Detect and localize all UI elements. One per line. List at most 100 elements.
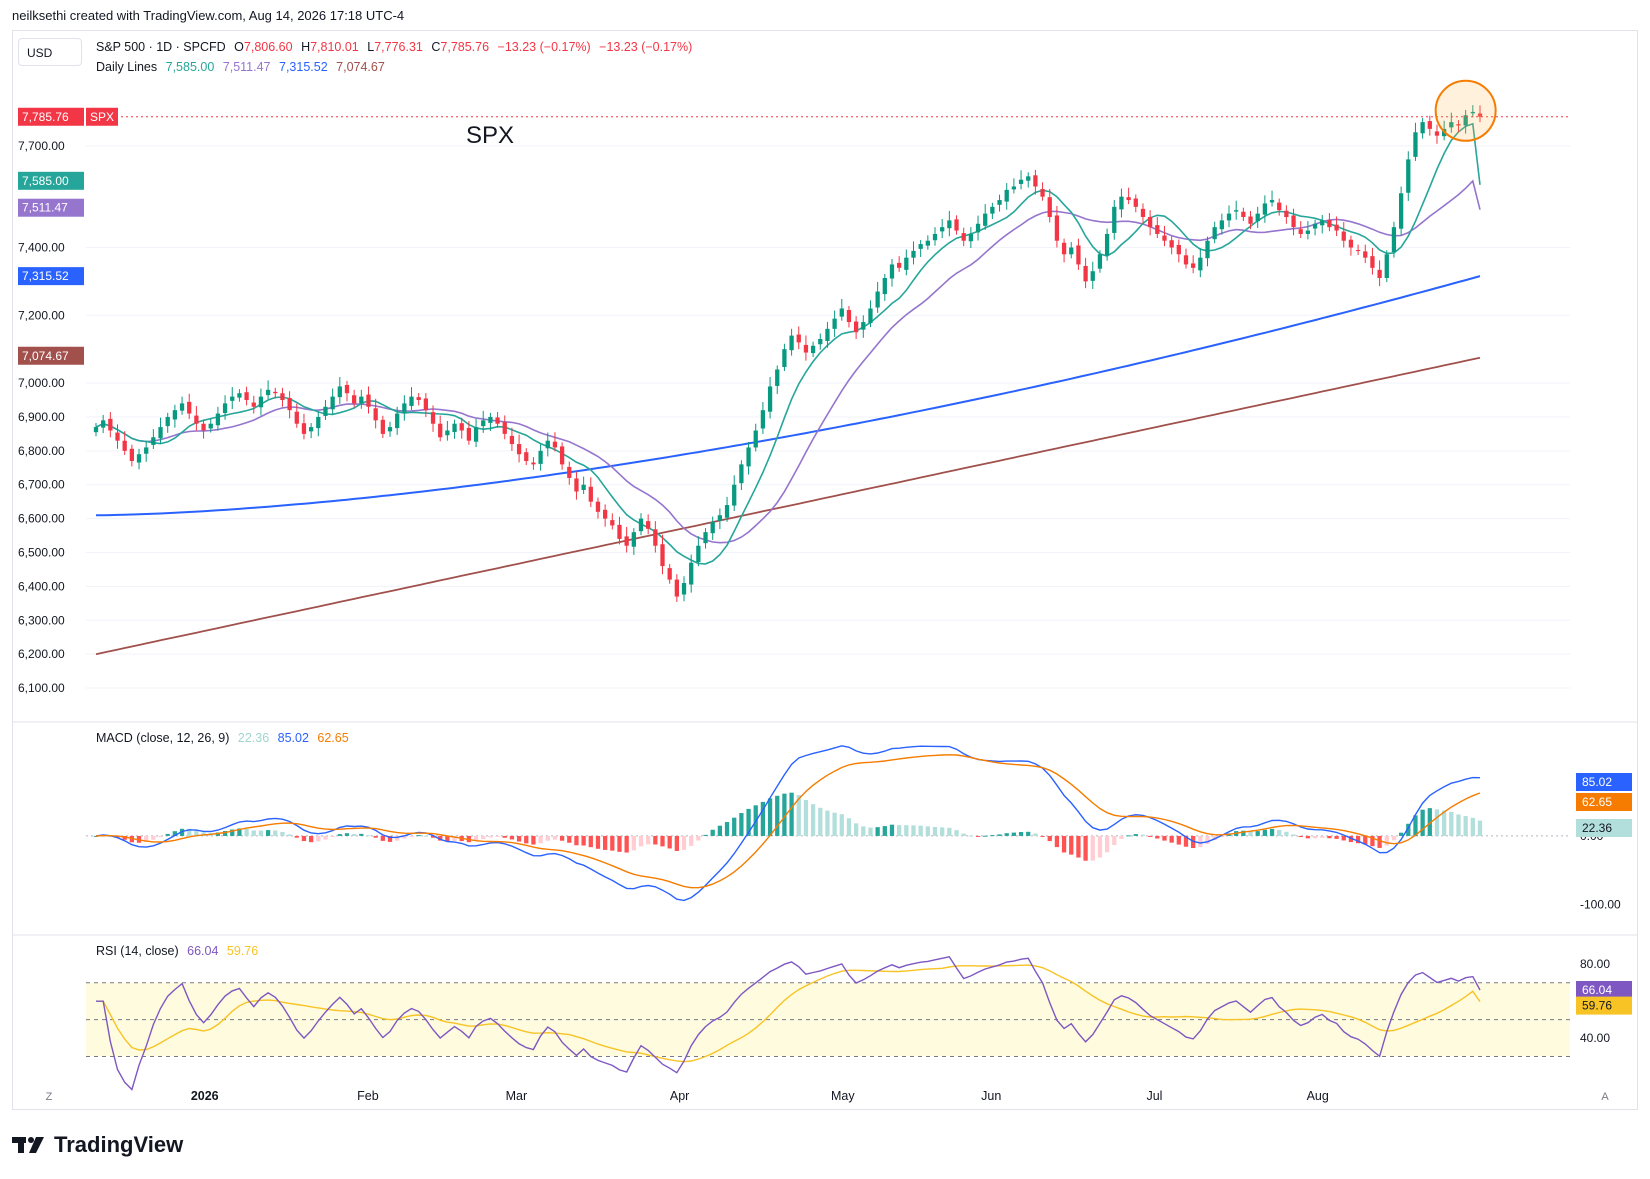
macd-hist-bar [567,835,572,843]
candle-body [581,484,586,490]
highlight-circle [1434,79,1497,142]
legend-title[interactable]: S&P 500 · 1D · SPCFD [96,40,226,54]
candle-body [1305,230,1311,234]
x-tick-label: Apr [670,1089,689,1103]
macd-hist-bar [1363,835,1368,845]
macd-hist-bar [1083,835,1088,861]
candle-body [732,484,737,506]
macd-hist-bar [316,835,321,842]
macd-hist-bar [1442,810,1447,836]
rsi-tick-label: 80.00 [1580,957,1610,971]
candle-body [1147,217,1153,228]
x-tick-label: May [831,1089,855,1103]
candle-body [595,501,601,512]
rsi-ma-badge-bg [1576,996,1632,1015]
candle-body [925,240,930,246]
candle-body [423,398,429,411]
macd-hist-bar [158,835,163,838]
candle-body [1054,215,1060,241]
macd-hist-bar [516,835,522,842]
macd-hist-bar [1061,835,1067,853]
legend-change-2: −13.23 (−0.17%) [599,40,693,54]
candle-body [538,450,543,464]
macd-hist-bar [187,828,192,836]
macd-hist-bar [724,822,730,836]
candle-body [653,529,658,546]
macd-hist-bar [215,832,221,836]
macd-signal-line [95,754,1481,889]
candle-body [567,466,572,478]
macd-hist-bar [1370,835,1375,847]
candle-body [559,446,565,465]
candle-body [1341,231,1346,241]
candle-body [144,447,149,454]
candle-body [1176,244,1181,255]
candle-body [610,520,615,526]
candle-body [366,394,371,407]
candle-body [1140,208,1146,217]
macd-hist-bar [1140,834,1146,836]
macd-title[interactable]: MACD (close, 12, 26, 9) [96,731,230,745]
macd-hist-bar [559,835,565,841]
candle-body [172,410,178,420]
macd-line [95,745,1481,902]
auto-scale-toggle[interactable]: A [1601,1091,1609,1103]
macd-hist-bar [1434,809,1440,836]
candle-body [1298,229,1303,234]
candle-body [617,524,622,539]
macd-hist-bar [258,830,264,836]
macd-line-value: 85.02 [277,731,309,745]
macd-hist-bar [352,834,357,836]
macd-hist-bar [617,835,622,852]
legend-close-label: C [431,40,441,54]
currency-selector[interactable]: USD [18,38,82,66]
candle-body [158,427,163,439]
timezone-toggle[interactable]: Z [45,1091,53,1103]
candle-body [911,250,916,258]
last-price-badge: 7,785.76 [22,110,69,124]
macd-hist-bar [1384,835,1389,846]
macd-hist-bar [803,799,809,836]
macd-hist-bar [1183,835,1189,847]
macd-hist-bar [1377,835,1382,848]
macd-hist-bar [1449,811,1454,836]
ma-legend-title[interactable]: Daily Lines [96,60,158,74]
candle-body [1398,193,1404,229]
candle-body [430,412,436,424]
candle-body [1234,210,1239,212]
candle-body [825,328,830,342]
rsi-title[interactable]: RSI (14, close) [96,944,179,958]
macd-hist-bar [509,835,515,840]
macd-signal-value: 62.65 [317,731,349,745]
macd-hist-bar [165,833,170,836]
candle-body [1090,271,1095,281]
candle-body [1420,122,1425,134]
rsi-badge-bg [1576,981,1632,1000]
macd-hist-bar [1219,835,1224,837]
candle-body [1355,250,1361,252]
candle-body [1205,240,1210,259]
macd-hist-bar [423,835,429,837]
macd-hist-bar [495,835,500,837]
macd-hist-bar [660,835,665,847]
candle-body [373,408,378,421]
candle-body [1076,245,1081,265]
macd-hist-bar [294,835,299,838]
candle-body [1004,189,1009,202]
macd-hist-bar [1312,835,1318,839]
candle-body [861,322,866,330]
macd-hist-bar [940,827,945,836]
candle-body [1312,223,1318,229]
candle-body [258,396,264,408]
rsi-tick-label: 40.00 [1580,1031,1610,1045]
macd-hist-bar [1341,835,1346,841]
candle-body [889,264,895,279]
macd-hist-bar [402,835,407,839]
candle-body [194,415,199,424]
candle-body [1262,203,1268,215]
candle-body [1348,239,1354,248]
candle-body [961,233,966,241]
macd-hist-bar [1305,835,1311,839]
legend-low: 7,776.31 [374,40,423,54]
